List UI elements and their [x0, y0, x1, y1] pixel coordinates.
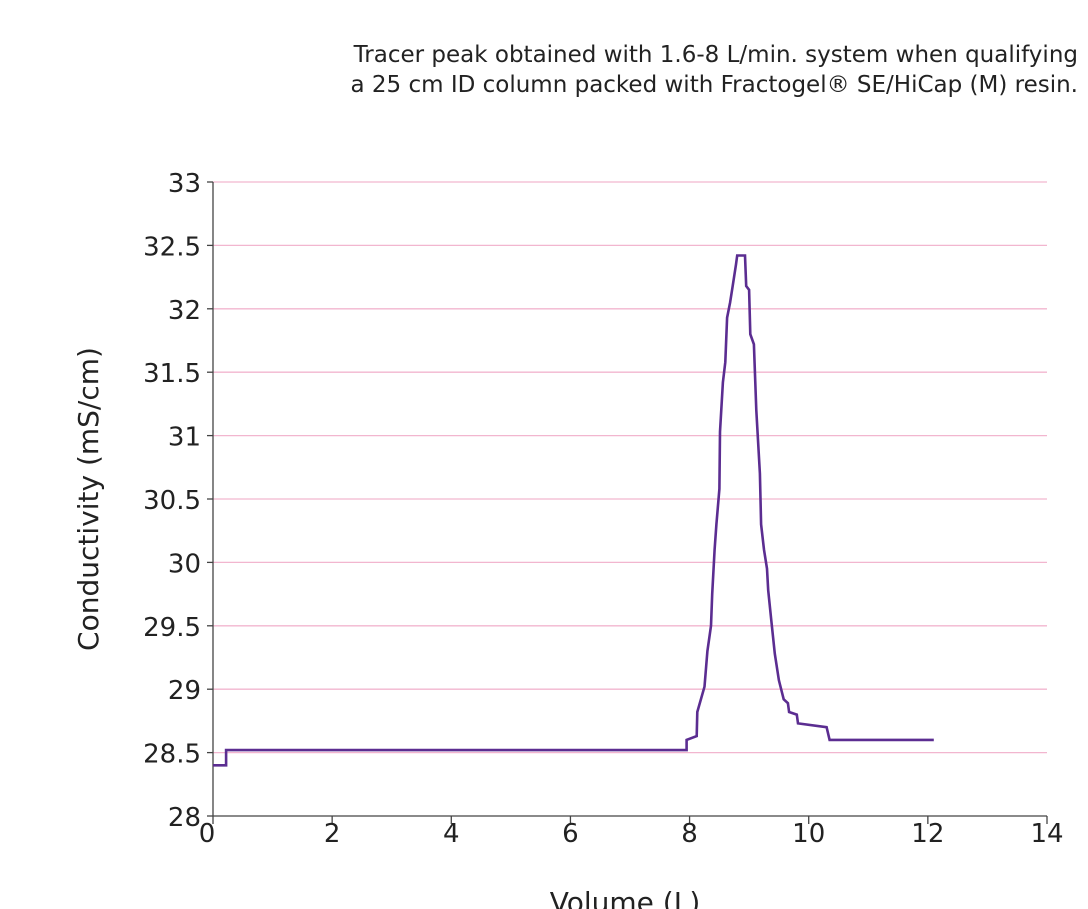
- x-tick-label: 8: [681, 819, 698, 849]
- x-tick-label: 4: [443, 819, 460, 849]
- x-tick-labels: 0 2 4 6 8 10 12 14: [199, 819, 1064, 849]
- chart-title: Tracer peak obtained with 1.6-8 L/min. s…: [0, 40, 1088, 100]
- chart-title-line-1: Tracer peak obtained with 1.6-8 L/min. s…: [353, 42, 1078, 68]
- y-tick-label: 28.5: [143, 740, 201, 770]
- gridlines: [213, 181, 1047, 754]
- axes: [207, 181, 1048, 824]
- x-tick-label: 6: [562, 819, 579, 849]
- series-line: [213, 254, 934, 767]
- y-tick-label: 31: [168, 423, 201, 453]
- y-tick-label: 30: [168, 549, 201, 579]
- y-tick-labels: 28 28.5 29 29.5 30 30.5 31 31.5 32 32.5 33: [143, 169, 201, 833]
- y-tick-label: 33: [168, 169, 201, 199]
- x-tick-label: 14: [1030, 819, 1063, 849]
- y-tick-label: 32.5: [143, 232, 201, 262]
- x-tick-label: 2: [324, 819, 341, 849]
- y-tick-label: 32: [168, 296, 201, 326]
- chart-title-line-2: a 25 cm ID column packed with Fractogel®…: [350, 72, 1078, 98]
- y-axis-title: Conductivity (mS/cm): [72, 347, 105, 651]
- y-tick-label: 29: [168, 676, 201, 706]
- x-axis-title: Volume (L): [550, 886, 701, 909]
- x-tick-label: 12: [911, 819, 944, 849]
- series-layer: [213, 254, 934, 767]
- y-tick-label: 30.5: [143, 486, 201, 516]
- y-tick-label: 31.5: [143, 359, 201, 389]
- y-tick-label: 29.5: [143, 613, 201, 643]
- y-tick-label: 28: [168, 803, 201, 833]
- x-tick-label: 0: [199, 819, 216, 849]
- x-tick-label: 10: [792, 819, 825, 849]
